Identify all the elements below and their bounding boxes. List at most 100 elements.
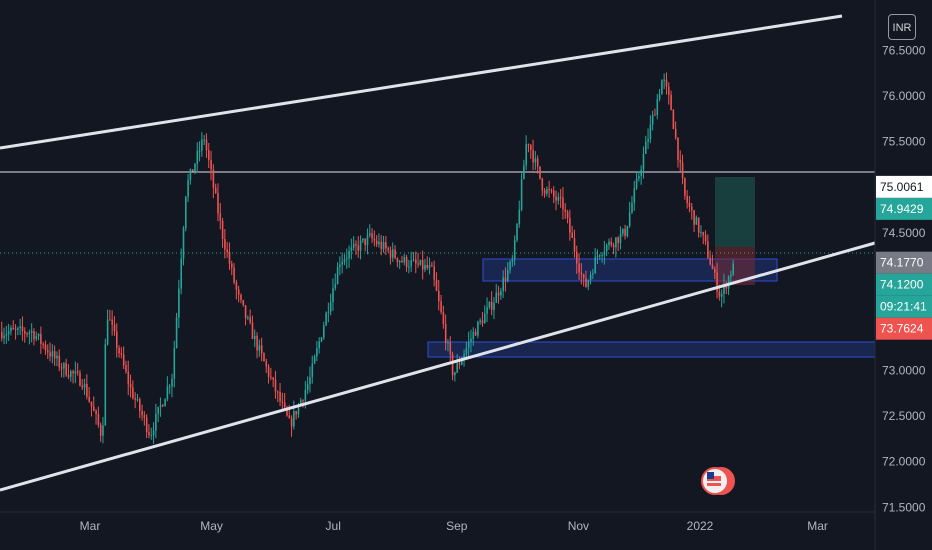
price-badge: [876, 295, 932, 318]
currency-label[interactable]: INR: [888, 14, 916, 40]
candle-body: [548, 189, 550, 191]
candle-body: [369, 233, 371, 236]
candle-body: [141, 410, 143, 416]
candle-body: [327, 311, 330, 313]
candle-body: [97, 414, 100, 425]
candle-body: [122, 354, 125, 366]
y-tick-label: 73.0000: [882, 363, 926, 377]
candle-body: [111, 319, 113, 325]
candle-body: [656, 99, 659, 115]
candle-body: [371, 233, 373, 239]
candle-body: [578, 263, 580, 273]
candle-body: [714, 269, 716, 273]
candle-body: [546, 189, 548, 194]
candle-body: [640, 169, 642, 177]
candle-body: [362, 238, 364, 241]
y-tick-label: 74.5000: [882, 226, 926, 240]
candle-body: [718, 291, 721, 297]
candle-body: [168, 386, 171, 388]
candle-body: [470, 338, 472, 342]
candle-body: [286, 407, 288, 416]
lower-channel-trendline[interactable]: [0, 241, 876, 492]
candle-body: [44, 344, 47, 351]
candle-body: [70, 371, 72, 377]
candle-body: [375, 240, 378, 245]
candle-body: [125, 365, 127, 372]
candle-body: [67, 375, 70, 377]
candle-body: [490, 301, 493, 310]
flag-event-icon[interactable]: [701, 465, 737, 497]
candle-body: [555, 196, 557, 201]
candle-body: [691, 206, 693, 211]
candle-body: [566, 211, 569, 219]
upper-channel-trendline[interactable]: [0, 14, 843, 150]
candle-body: [260, 345, 263, 354]
candle-body: [203, 139, 205, 141]
candle-body: [410, 260, 412, 267]
price-badge: [876, 317, 932, 340]
long-position-tool[interactable]: [715, 177, 755, 285]
candle-body: [49, 352, 51, 357]
candle-body: [619, 233, 622, 244]
candle-body: [159, 405, 162, 407]
candle-body: [559, 197, 562, 199]
candle-body: [433, 266, 435, 280]
candle-body: [214, 187, 217, 194]
candle-body: [109, 319, 111, 321]
candle-body: [288, 415, 291, 419]
candle-body: [19, 326, 21, 328]
candle-body: [727, 276, 730, 289]
candle-body: [628, 212, 631, 226]
candle-body: [364, 238, 366, 245]
candle-body: [277, 391, 279, 393]
candle-body: [295, 411, 297, 415]
candle-body: [573, 237, 576, 252]
candle-body: [449, 342, 452, 355]
candle-body: [654, 114, 656, 116]
price-badge-label: 74.1770: [880, 256, 924, 270]
candle-body: [254, 335, 256, 339]
candle-body: [596, 255, 599, 258]
candle-body: [221, 220, 224, 240]
candle-body: [617, 237, 619, 244]
candle-body: [472, 331, 475, 339]
candle-body: [1, 331, 3, 339]
candle-body: [35, 336, 38, 340]
candle-body: [419, 260, 422, 265]
candle-body: [707, 241, 709, 258]
candle-body: [589, 274, 592, 281]
candle-body: [182, 228, 185, 259]
candle-body: [541, 178, 544, 191]
price-badge-label: 74.9429: [880, 202, 924, 216]
x-tick-label: Nov: [568, 519, 589, 533]
price-badge-label: 75.0061: [880, 180, 924, 194]
candle-body: [594, 257, 596, 274]
candle-body: [366, 235, 369, 245]
candle-body: [132, 387, 134, 399]
candle-body: [152, 430, 155, 435]
candle-body: [458, 363, 461, 365]
candle-body: [392, 249, 394, 258]
candle-body: [309, 377, 311, 385]
candle-body: [732, 263, 734, 275]
y-tick-label: 71.5000: [882, 500, 926, 514]
candle-body: [661, 80, 663, 95]
candle-body: [615, 237, 617, 248]
candle-body: [447, 342, 449, 344]
candle-body: [175, 317, 178, 348]
candle-body: [670, 94, 672, 111]
candle-body: [612, 245, 615, 248]
candle-body: [658, 94, 661, 100]
x-tick-label: Jul: [326, 519, 341, 533]
candle-body: [520, 179, 523, 210]
candle-body: [412, 259, 415, 261]
time-axis[interactable]: Mar May Jul Sep Nov 2022 Mar: [80, 519, 828, 533]
y-tick-label: 72.0000: [882, 455, 926, 469]
candle-body: [293, 411, 295, 427]
candle-body: [116, 331, 118, 348]
candle-body: [297, 404, 300, 415]
candle-body: [58, 355, 61, 368]
candle-body: [249, 317, 251, 323]
candle-body: [484, 313, 486, 324]
